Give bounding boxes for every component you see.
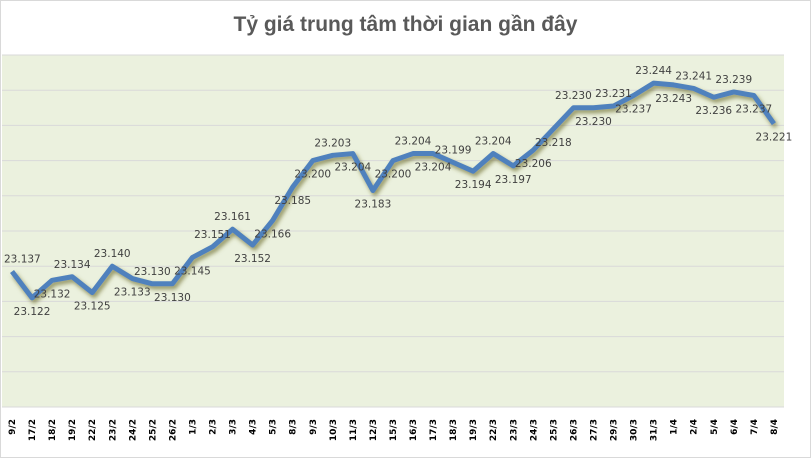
x-tick-label: 23/2: [108, 419, 118, 441]
data-label: 23.197: [495, 174, 532, 186]
data-label: 23.244: [635, 65, 672, 77]
x-tick-label: 10/3: [329, 419, 339, 441]
series-line: [10, 80, 776, 301]
x-tick-label: 24/3: [529, 419, 539, 441]
x-tick-label: 1/4: [670, 419, 680, 435]
x-tick-label: 5/4: [710, 419, 720, 435]
data-label: 23.122: [14, 306, 51, 318]
data-label: 23.199: [435, 144, 472, 156]
data-label: 23.237: [615, 103, 652, 115]
data-label: 23.239: [715, 74, 752, 86]
data-label: 23.218: [535, 137, 572, 149]
x-tick-label: 19/3: [469, 419, 479, 441]
chart-title: Tỷ giá trung tâm thời gian gần đây: [233, 13, 578, 36]
x-tick-label: 19/2: [68, 419, 78, 441]
x-tick-label: 17/3: [429, 419, 439, 441]
data-label: 23.134: [54, 259, 91, 271]
data-label: 23.230: [575, 116, 612, 128]
x-tick-label: 3/3: [229, 419, 239, 435]
data-label: 23.204: [334, 162, 371, 174]
x-tick-label: 25/3: [549, 419, 559, 441]
x-tick-label: 22/2: [88, 419, 98, 441]
x-tick-label: 5/3: [269, 419, 279, 435]
data-label: 23.137: [4, 253, 41, 265]
data-label: 23.166: [254, 228, 291, 240]
x-tick-label: 9/2: [8, 419, 18, 435]
x-tick-label: 6/4: [730, 419, 740, 435]
data-label: 23.204: [415, 162, 452, 174]
data-label: 23.206: [515, 158, 552, 170]
x-tick-label: 8/3: [289, 419, 299, 435]
data-label: 23.130: [154, 292, 191, 304]
x-tick-label: 18/2: [48, 419, 58, 441]
x-tick-label: 4/3: [249, 419, 259, 435]
x-tick-label: 26/2: [168, 419, 178, 441]
x-tick-label: 31/3: [650, 419, 660, 441]
data-label: 23.221: [756, 132, 793, 144]
x-tick-label: 15/3: [389, 419, 399, 441]
data-label: 23.151: [194, 229, 231, 241]
x-tick-label: 2/3: [209, 419, 219, 435]
x-tick-label: 2/4: [690, 419, 700, 435]
x-tick-label: 24/2: [128, 419, 138, 441]
data-label: 23.145: [174, 265, 211, 277]
data-label: 23.204: [475, 136, 512, 148]
data-label: 23.130: [134, 266, 171, 278]
data-label: 23.161: [214, 211, 251, 223]
data-label: 23.185: [274, 195, 311, 207]
x-tick-label: 17/2: [28, 419, 38, 441]
x-tick-label: 27/3: [589, 419, 599, 441]
x-tick-label: 29/3: [610, 419, 620, 441]
data-label: 23.237: [735, 103, 772, 115]
x-tick-label: 18/3: [449, 419, 459, 441]
data-label: 23.152: [234, 253, 271, 265]
x-tick-label: 8/4: [770, 419, 780, 435]
data-label: 23.204: [395, 136, 432, 148]
x-tick-label: 16/3: [409, 419, 419, 441]
x-tick-label: 7/4: [750, 419, 760, 435]
data-label: 23.200: [294, 169, 331, 181]
x-tick-label: 30/3: [630, 419, 640, 441]
data-label: 23.203: [314, 137, 351, 149]
data-label: 23.243: [655, 93, 692, 105]
data-label: 23.133: [114, 287, 151, 299]
x-tick-label: 11/3: [349, 419, 359, 441]
x-tick-label: 23/3: [509, 419, 519, 441]
data-label: 23.140: [94, 248, 131, 260]
x-tick-label: 9/3: [309, 419, 319, 435]
x-tick-label: 1/3: [188, 419, 198, 435]
x-tick-label: 25/2: [148, 419, 158, 441]
data-label: 23.241: [675, 70, 712, 82]
data-label: 23.125: [74, 301, 111, 313]
data-label: 23.230: [555, 90, 592, 102]
data-label: 23.231: [595, 88, 632, 100]
data-label: 23.132: [34, 288, 71, 300]
data-label: 23.194: [455, 179, 492, 191]
data-label: 23.200: [375, 169, 412, 181]
data-label: 23.236: [695, 105, 732, 117]
x-tick-label: 22/3: [489, 419, 499, 441]
data-label: 23.183: [355, 199, 392, 211]
x-tick-label: 12/3: [369, 419, 379, 441]
x-tick-label: 26/3: [569, 419, 579, 441]
